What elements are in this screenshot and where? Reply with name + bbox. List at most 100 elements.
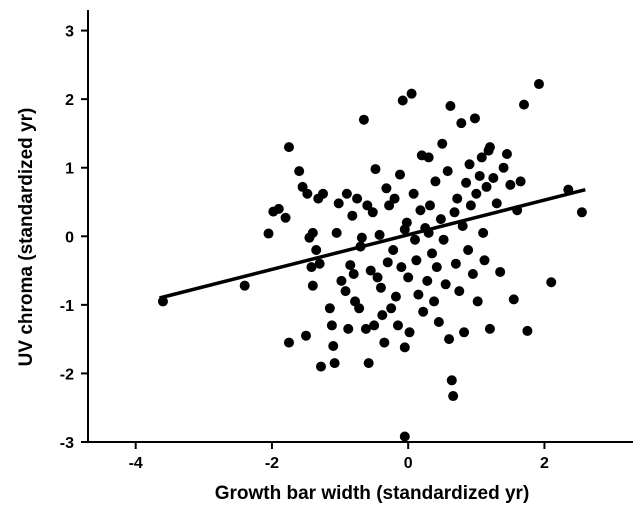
- data-point: [239, 280, 250, 291]
- data-point: [370, 164, 381, 175]
- data-point: [479, 255, 490, 266]
- data-point: [280, 212, 291, 223]
- data-point: [331, 227, 342, 238]
- data-point: [348, 269, 359, 279]
- data-point: [374, 229, 385, 240]
- data-point: [415, 205, 426, 216]
- data-point: [363, 358, 374, 369]
- y-tick-label: 2: [65, 92, 74, 109]
- data-point: [347, 210, 358, 221]
- data-point: [341, 188, 352, 199]
- axes: [81, 10, 633, 449]
- data-point: [427, 248, 438, 259]
- trend-line: [159, 187, 586, 300]
- data-point: [403, 272, 414, 283]
- data-point: [388, 245, 399, 255]
- data-point: [302, 188, 313, 199]
- data-point: [461, 177, 472, 188]
- data-point: [463, 245, 474, 255]
- y-tick-label: -2: [60, 366, 74, 383]
- data-point: [457, 221, 468, 231]
- data-point: [484, 142, 495, 153]
- data-point: [328, 341, 339, 351]
- data-point: [505, 179, 516, 190]
- data-point: [454, 286, 465, 297]
- data-point: [431, 262, 442, 273]
- data-point: [444, 334, 455, 345]
- data-point: [452, 193, 463, 204]
- data-point: [546, 277, 557, 288]
- trend-line-group: [159, 187, 586, 300]
- data-point: [429, 296, 440, 307]
- data-point: [367, 207, 378, 218]
- data-point: [384, 200, 395, 211]
- data-point: [424, 200, 435, 211]
- data-point: [401, 217, 412, 228]
- data-point: [450, 258, 461, 269]
- data-point: [354, 303, 365, 314]
- data-point: [437, 138, 448, 149]
- data-point: [389, 193, 400, 204]
- data-point: [522, 325, 533, 336]
- tick-labels: -4 -2 0 2 -3 -2 -1 0 1 2 3: [60, 24, 549, 472]
- data-point: [501, 149, 512, 159]
- data-point: [408, 188, 419, 199]
- data-point: [406, 88, 417, 99]
- data-point: [340, 286, 351, 297]
- data-point: [449, 207, 460, 218]
- data-point: [399, 342, 410, 353]
- data-point: [273, 203, 284, 214]
- data-point: [445, 101, 456, 111]
- data-point: [314, 258, 325, 269]
- data-point: [358, 114, 369, 125]
- y-tick-label: -1: [60, 298, 74, 315]
- data-point: [422, 275, 433, 286]
- data-point: [471, 188, 482, 199]
- x-tick-label: -4: [129, 455, 143, 472]
- data-point: [508, 294, 519, 305]
- data-point: [382, 257, 393, 268]
- data-point: [440, 279, 451, 290]
- y-tick-label: -3: [60, 435, 74, 452]
- data-point: [311, 245, 322, 255]
- y-tick-label: 3: [65, 24, 74, 41]
- data-point: [467, 269, 478, 279]
- data-point: [410, 234, 420, 245]
- x-tick-label: -2: [265, 455, 279, 472]
- data-point: [515, 176, 526, 187]
- data-point: [365, 265, 376, 276]
- data-point: [464, 159, 475, 170]
- data-point: [430, 176, 441, 187]
- data-point: [478, 227, 489, 238]
- data-point: [283, 337, 294, 348]
- data-point: [397, 95, 408, 106]
- data-point: [333, 198, 344, 209]
- y-tick-label: 0: [65, 229, 74, 246]
- data-point: [318, 188, 329, 199]
- data-point: [498, 162, 509, 173]
- data-point: [315, 361, 326, 372]
- data-point: [307, 227, 318, 238]
- data-point: [356, 232, 367, 243]
- y-axis-title: UV chroma (standardized yr): [16, 108, 37, 367]
- data-point: [326, 320, 337, 331]
- y-tick-label: 1: [65, 161, 74, 178]
- data-point: [495, 266, 506, 277]
- data-point: [446, 375, 457, 386]
- data-points: [157, 79, 587, 442]
- data-point: [476, 152, 487, 163]
- x-axis-title: Growth bar width (standardized yr): [215, 483, 530, 504]
- data-point: [396, 262, 407, 273]
- data-point: [459, 327, 470, 338]
- data-point: [336, 275, 347, 286]
- data-point: [484, 323, 495, 334]
- data-point: [404, 327, 415, 338]
- data-point: [329, 358, 340, 369]
- data-point: [379, 337, 390, 348]
- data-point: [435, 214, 446, 225]
- data-point: [438, 234, 449, 245]
- data-point: [399, 431, 410, 442]
- data-point: [324, 303, 335, 314]
- data-point: [533, 79, 544, 90]
- data-point: [390, 291, 401, 302]
